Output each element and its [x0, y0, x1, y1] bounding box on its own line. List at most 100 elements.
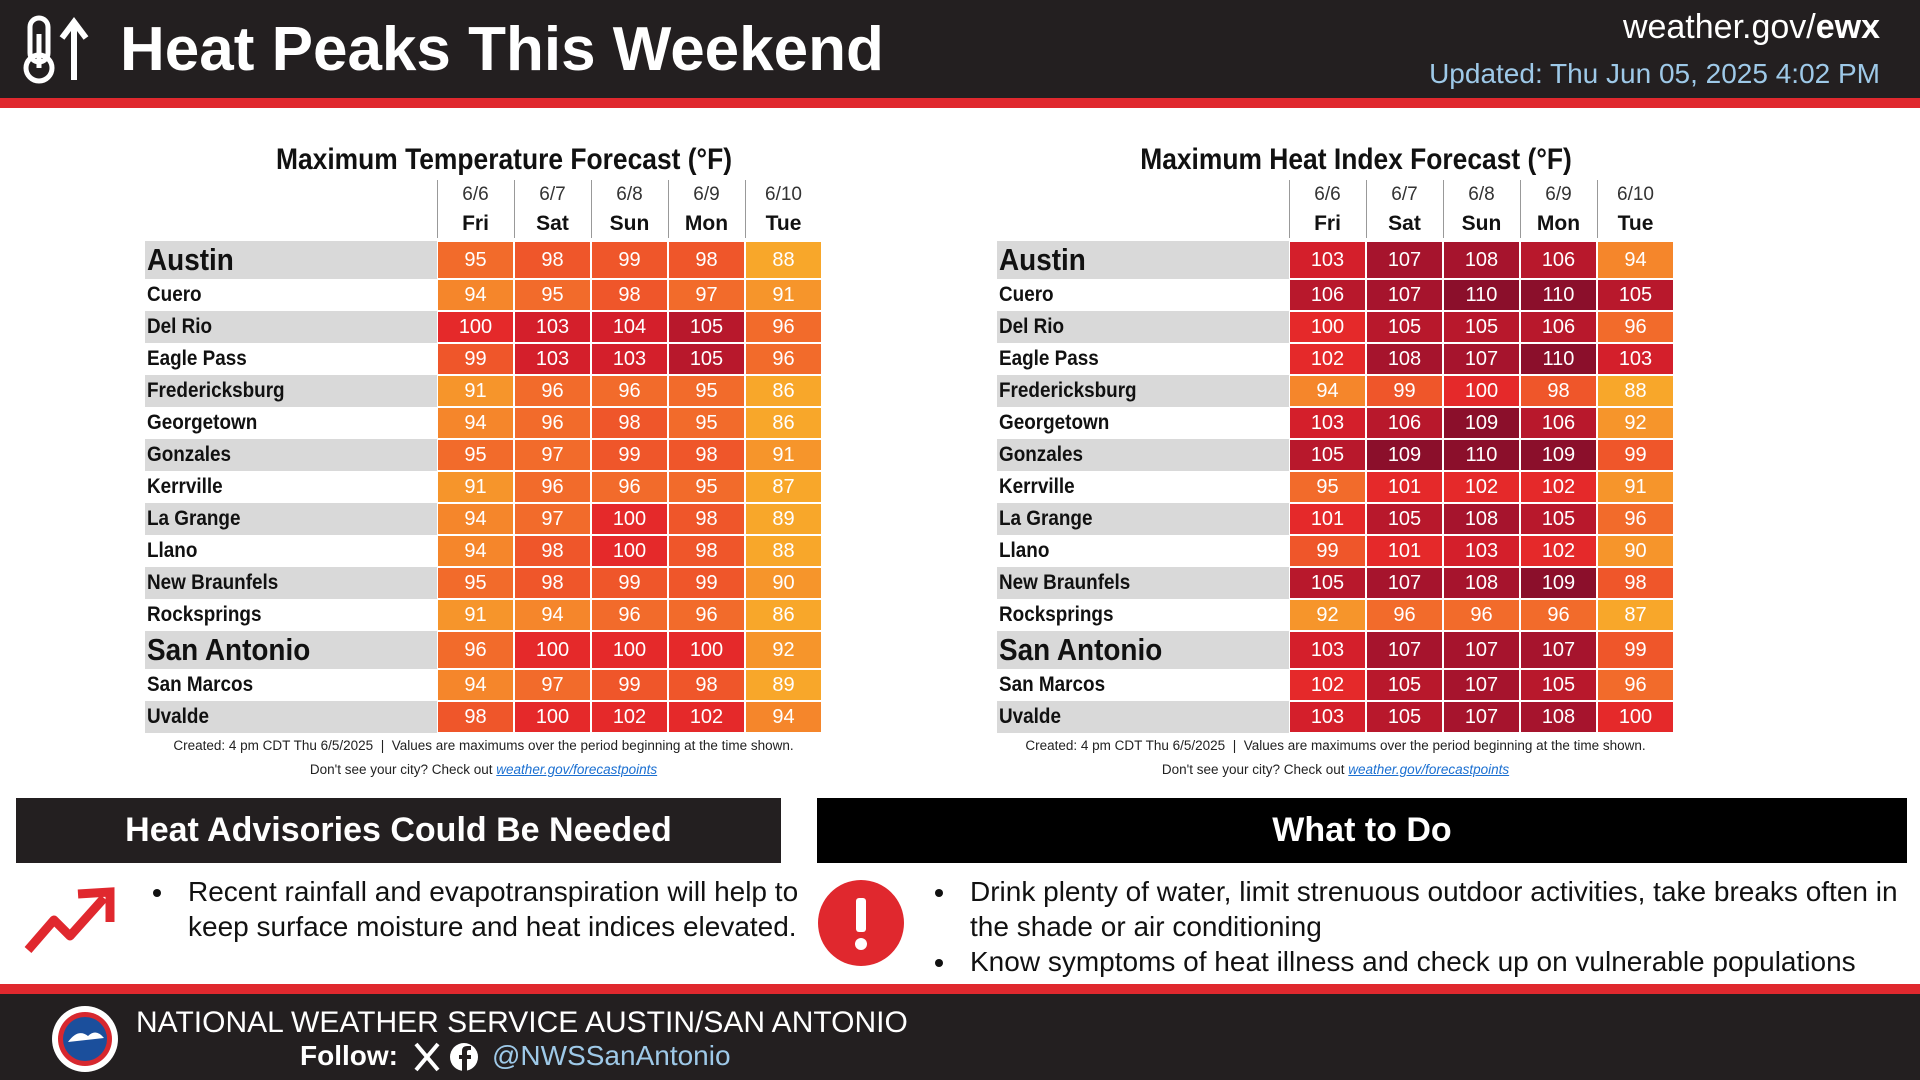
day-label: Fri	[1314, 212, 1341, 235]
city-name: La Grange	[147, 507, 241, 530]
date-label: 6/7	[1391, 184, 1418, 205]
day-label: Sat	[536, 212, 569, 235]
forecast-cell: 98	[668, 439, 745, 471]
forecast-cell: 94	[1289, 375, 1366, 407]
row-background	[145, 567, 437, 599]
day-label: Mon	[684, 212, 729, 235]
date-label: 6/6	[462, 184, 489, 205]
forecast-cell: 100	[1597, 701, 1674, 733]
alert-icon	[818, 880, 904, 966]
city-name: San Antonio	[999, 632, 1163, 667]
follow-label: Follow:	[300, 1040, 398, 1071]
row-background	[997, 701, 1289, 733]
forecast-cell: 96	[1597, 311, 1674, 343]
forecast-cell: 96	[591, 599, 668, 631]
date-label: 6/6	[1314, 184, 1341, 205]
city-name: Uvalde	[147, 705, 209, 728]
city-name: Cuero	[147, 283, 202, 306]
forecast-link[interactable]: weather.gov/forecastpoints	[496, 762, 658, 777]
forecast-cell: 92	[745, 631, 822, 669]
city-name: Georgetown	[147, 411, 258, 434]
forecast-cell: 102	[668, 701, 745, 733]
forecast-cell: 103	[514, 343, 591, 375]
forecast-cell: 96	[1597, 669, 1674, 701]
forecast-cell: 110	[1443, 439, 1520, 471]
forecast-cell: 100	[668, 631, 745, 669]
forecast-cell: 99	[1366, 375, 1443, 407]
row-background	[997, 567, 1289, 599]
forecast-cell: 109	[1443, 407, 1520, 439]
forecast-link[interactable]: weather.gov/forecastpoints	[1348, 762, 1510, 777]
forecast-cell: 107	[1366, 631, 1443, 669]
forecast-cell: 86	[745, 375, 822, 407]
row-background	[997, 311, 1289, 343]
forecast-cell: 105	[1597, 279, 1674, 311]
column-divider	[591, 180, 592, 238]
forecast-cell: 103	[1289, 701, 1366, 733]
forecast-cell: 86	[745, 407, 822, 439]
day-label: Sun	[1461, 212, 1502, 235]
forecast-cell: 88	[745, 535, 822, 567]
forecast-cell: 105	[668, 311, 745, 343]
updated: Updated: Thu Jun 05, 2025 4:02 PM	[1429, 58, 1880, 89]
forecast-cell: 106	[1289, 279, 1366, 311]
forecast-cell: 96	[591, 375, 668, 407]
forecast-cell: 99	[1597, 631, 1674, 669]
forecast-cell: 105	[1366, 503, 1443, 535]
forecast-cell: 94	[437, 669, 514, 701]
row-background	[145, 439, 437, 471]
todo-header: What to Do	[817, 798, 1907, 863]
date-label: 6/8	[1468, 184, 1495, 205]
forecast-cell: 103	[591, 343, 668, 375]
forecast-cell: 105	[1289, 567, 1366, 599]
forecast-cell: 96	[1443, 599, 1520, 631]
city-name: San Antonio	[147, 632, 311, 667]
advisory-bullet: Recent rainfall and evapotranspiration w…	[176, 874, 816, 944]
row-background	[145, 701, 437, 733]
forecast-cell: 107	[1443, 701, 1520, 733]
forecast-cell: 107	[1366, 567, 1443, 599]
forecast-cell: 97	[514, 439, 591, 471]
forecast-cell: 91	[745, 439, 822, 471]
check-note: Don't see your city? Check out weather.g…	[310, 762, 657, 777]
check-text: Don't see your city? Check out	[1161, 762, 1349, 777]
day-label: Tue	[1617, 212, 1654, 235]
forecast-cell: 94	[437, 407, 514, 439]
header-bar: Heat Peaks This Weekend weather.gov/ewx …	[0, 0, 1920, 98]
forecast-cell: 107	[1443, 343, 1520, 375]
forecast-cell: 98	[591, 407, 668, 439]
forecast-cell: 94	[437, 535, 514, 567]
forecast-cell: 100	[514, 631, 591, 669]
red-stripe	[0, 984, 1920, 994]
forecast-cell: 105	[1289, 439, 1366, 471]
forecast-cell: 95	[437, 567, 514, 599]
forecast-cell: 95	[514, 279, 591, 311]
city-name: New Braunfels	[147, 571, 279, 594]
forecast-cell: 89	[745, 669, 822, 701]
forecast-cell: 95	[668, 471, 745, 503]
forecast-cell: 97	[668, 279, 745, 311]
forecast-cell: 91	[437, 471, 514, 503]
forecast-cell: 99	[1597, 439, 1674, 471]
forecast-cell: 96	[514, 471, 591, 503]
site-prefix: weather.gov/	[1622, 8, 1816, 46]
city-name: Eagle Pass	[147, 347, 247, 370]
forecast-cell: 99	[591, 241, 668, 279]
date-label: 6/10	[1617, 184, 1654, 205]
forecast-cell: 107	[1520, 631, 1597, 669]
forecast-cell: 92	[1597, 407, 1674, 439]
forecast-cell: 103	[1289, 407, 1366, 439]
forecast-cell: 95	[668, 407, 745, 439]
forecast-cell: 103	[1289, 631, 1366, 669]
forecast-cell: 108	[1443, 567, 1520, 599]
city-name: Austin	[147, 242, 234, 277]
forecast-cell: 98	[1597, 567, 1674, 599]
city-name: Cuero	[999, 283, 1054, 306]
city-name: Rocksprings	[147, 603, 262, 626]
forecast-cell: 103	[1289, 241, 1366, 279]
column-divider	[514, 180, 515, 238]
footer-bar: NATIONAL WEATHER SERVICE AUSTIN/SAN ANTO…	[0, 994, 1920, 1080]
forecast-cell: 101	[1289, 503, 1366, 535]
forecast-cell: 106	[1520, 311, 1597, 343]
nws-logo	[52, 1006, 118, 1072]
